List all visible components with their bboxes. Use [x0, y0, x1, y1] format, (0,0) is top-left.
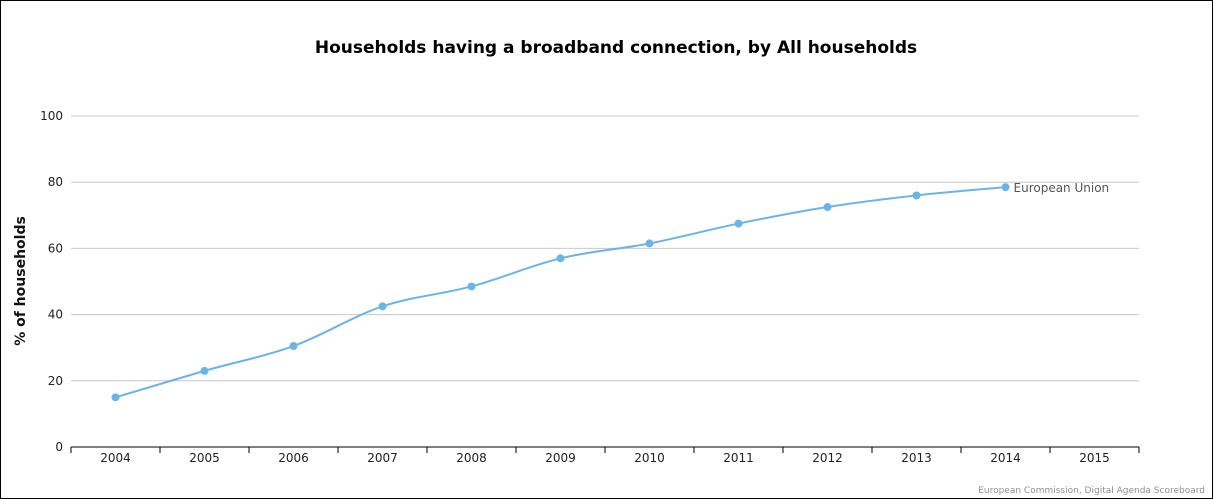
y-tick-label: 100	[40, 109, 63, 123]
x-tick-label: 2005	[189, 451, 220, 465]
x-tick-label: 2004	[100, 451, 131, 465]
data-point-2012[interactable]	[823, 203, 832, 212]
x-tick-label: 2015	[1079, 451, 1110, 465]
credits-text[interactable]: European Commission, Digital Agenda Scor…	[978, 486, 1205, 496]
data-point-2006[interactable]	[289, 342, 298, 351]
data-point-2005[interactable]	[200, 366, 209, 375]
series-european-union: European Union	[111, 181, 1110, 402]
chart-title: Households having a broadband connection…	[315, 38, 917, 58]
x-tick-label: 2013	[901, 451, 932, 465]
x-axis	[70, 446, 1140, 453]
x-tick-label: 2006	[278, 451, 309, 465]
x-axis-labels: 2004 2005 2006 2007 2008 2009 2010 2011 2012 2013…	[100, 451, 1110, 465]
series-line	[115, 186, 1006, 399]
x-tick-label: 2011	[723, 451, 754, 465]
x-tick-label: 2009	[545, 451, 576, 465]
data-point-2009[interactable]	[556, 254, 565, 263]
data-point-2007[interactable]	[378, 302, 387, 311]
data-point-2008[interactable]	[467, 282, 476, 291]
data-point-2004[interactable]	[111, 393, 120, 402]
x-tick-label: 2014	[990, 451, 1021, 465]
y-tick-label: 60	[48, 241, 63, 255]
y-tick-label: 20	[48, 374, 63, 388]
x-tick-label: 2007	[367, 451, 398, 465]
series-label: European Union	[1014, 181, 1110, 195]
x-tick-label: 2010	[634, 451, 665, 465]
data-point-2011[interactable]	[734, 219, 743, 228]
x-tick-label: 2012	[812, 451, 843, 465]
y-tick-label: 40	[48, 308, 63, 322]
y-axis-title: % of households	[13, 216, 29, 346]
x-tick-label: 2008	[456, 451, 487, 465]
data-point-2010[interactable]	[645, 239, 654, 248]
data-point-2014[interactable]	[1001, 183, 1010, 192]
grid-lines	[71, 115, 1139, 382]
y-tick-label: 0	[55, 440, 63, 454]
y-axis-labels: 0 20 40 60 80 100	[40, 109, 63, 454]
data-point-2013[interactable]	[912, 191, 921, 200]
y-tick-label: 80	[48, 175, 63, 189]
